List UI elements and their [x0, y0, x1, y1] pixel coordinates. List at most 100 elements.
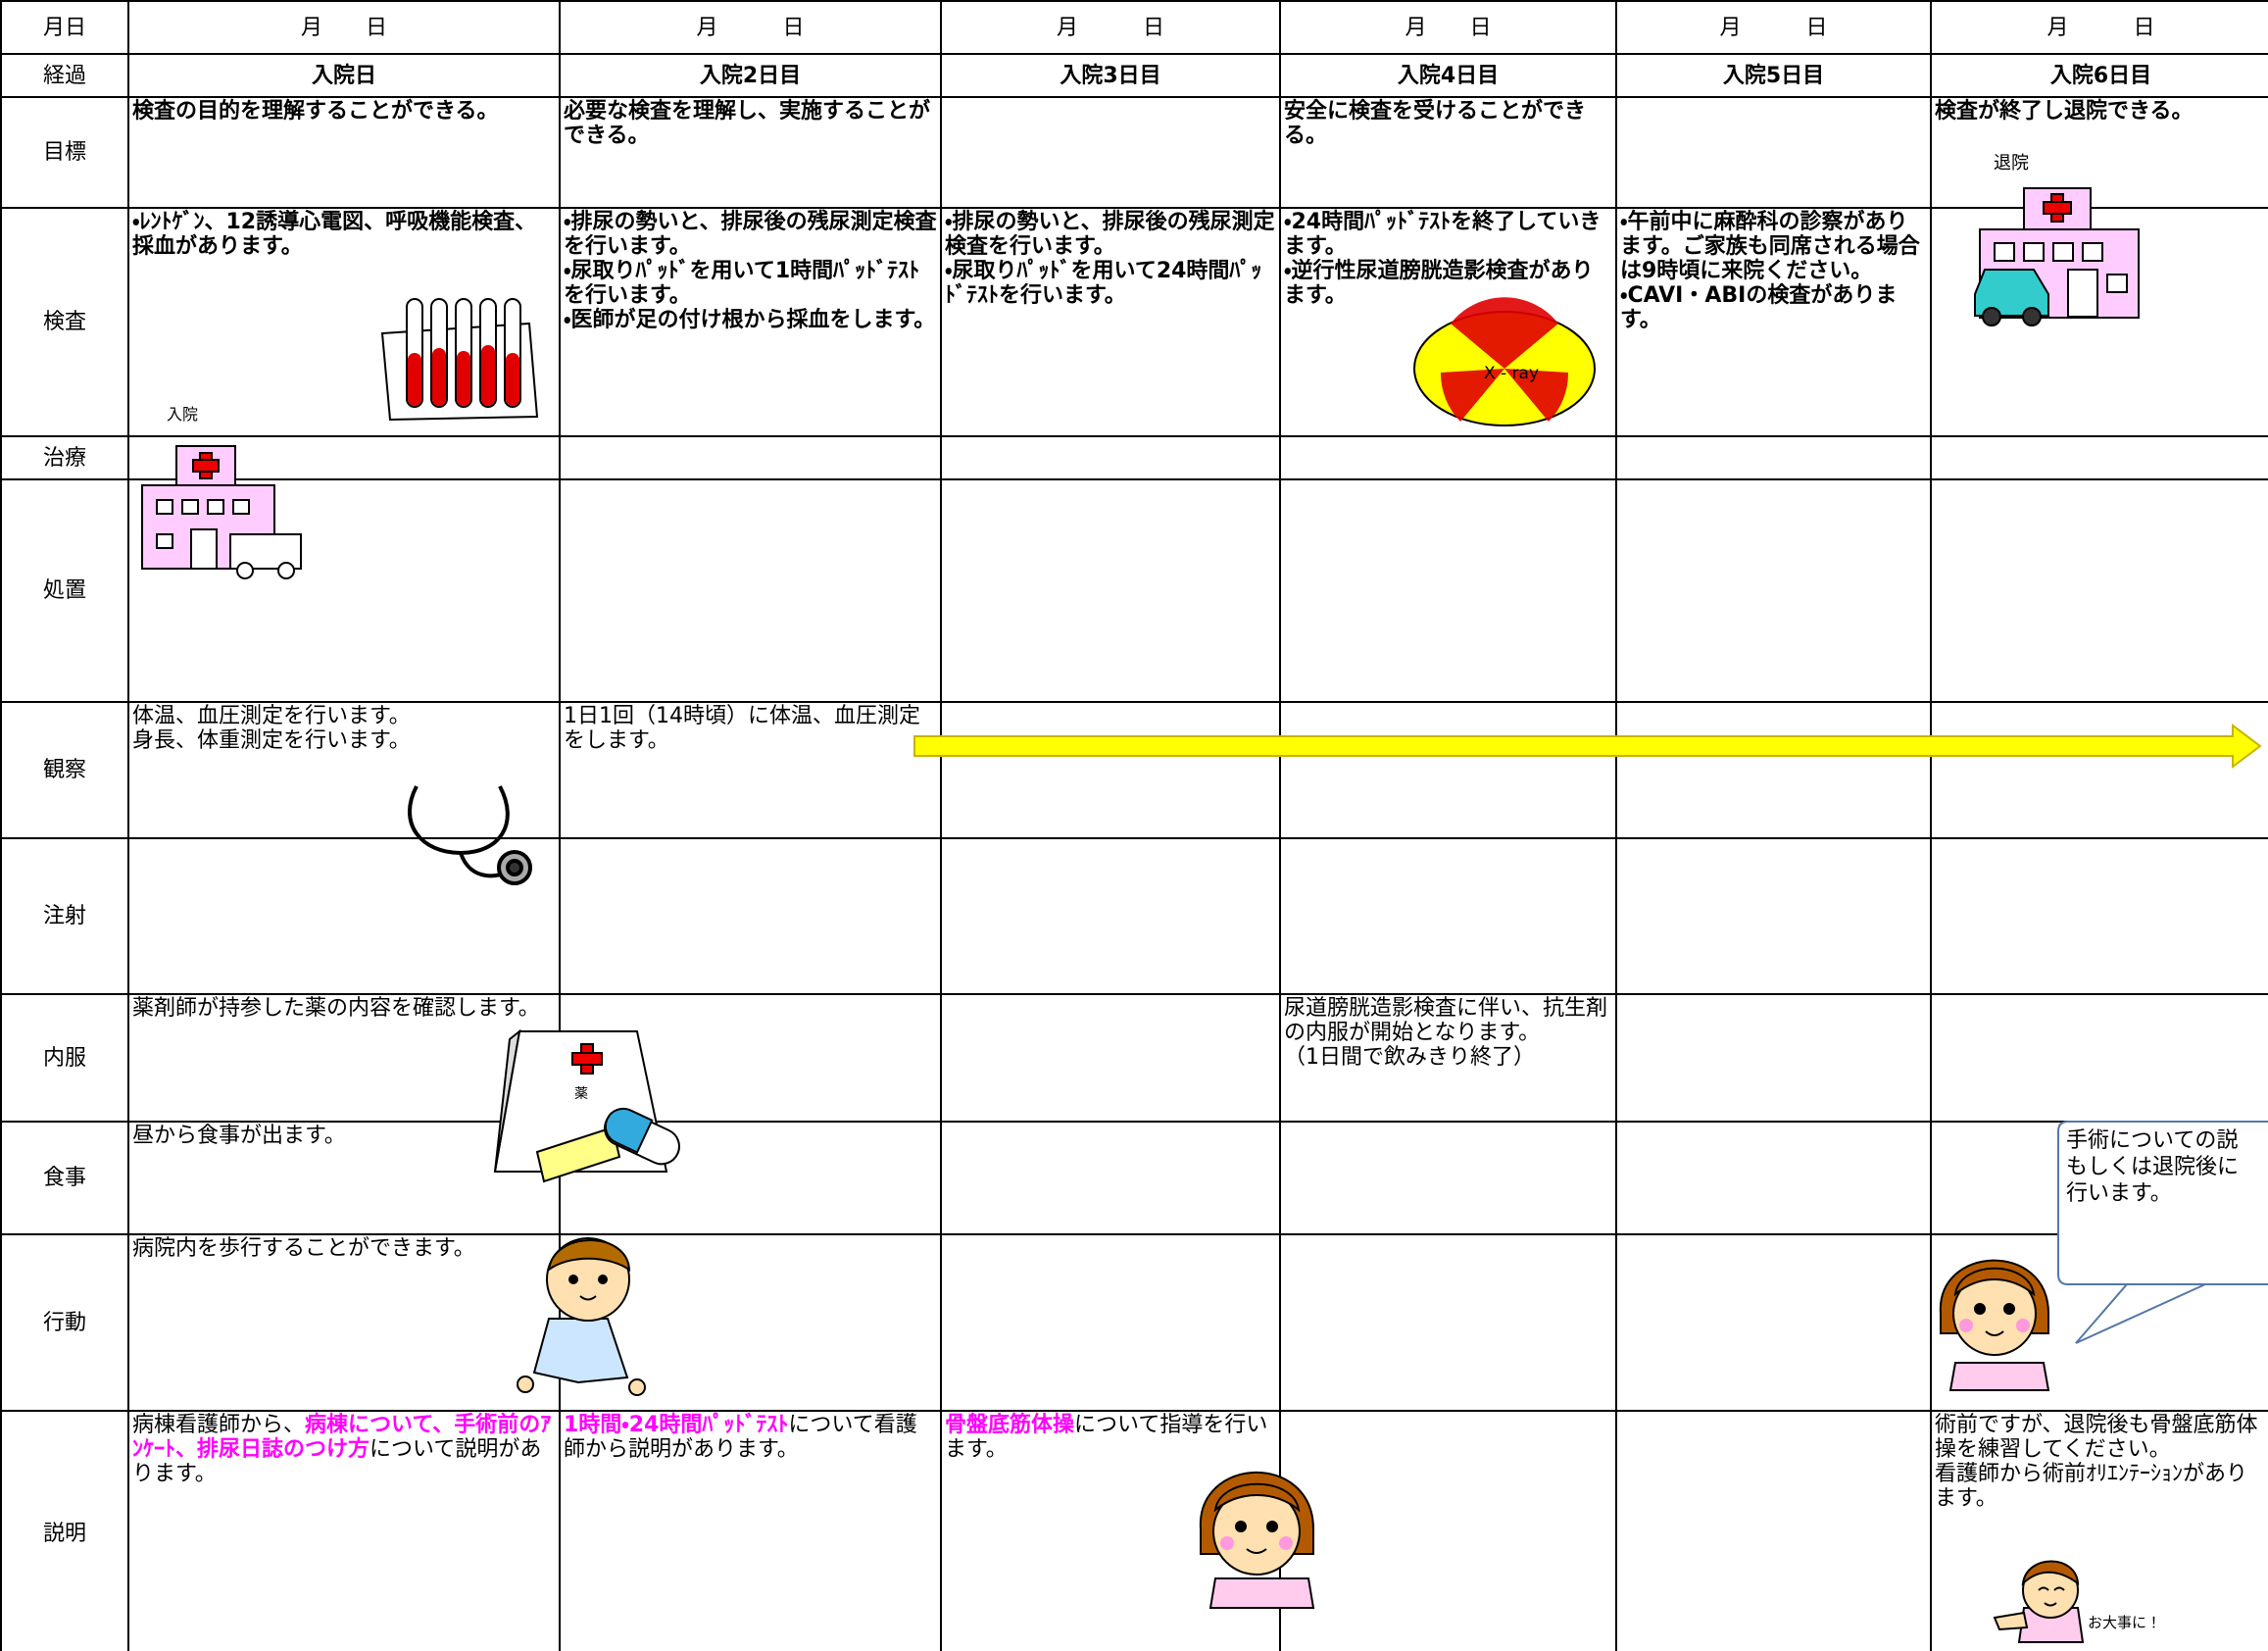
speech-text: 手術についての説 もしくは退院後に 行います。 [2066, 1128, 2240, 1206]
row-label: 食事 [0, 1121, 129, 1235]
cell-text: について看護師から説明があります。 [564, 1413, 917, 1462]
date-cell: 月 日 [559, 0, 942, 55]
empty-cell [559, 837, 942, 995]
empty-cell [1930, 478, 2268, 703]
cell: ・午前中に麻酔科の診察があります。ご家族も同席される場合は9時頃に来院ください。… [1615, 207, 1932, 437]
pathway-row: 治療 [0, 435, 2268, 480]
empty-cell [940, 96, 1281, 209]
cell: 必要な検査を理解し、実施することができる。 [559, 96, 942, 209]
empty-cell [1279, 701, 1617, 839]
date-cell: 月 日 [127, 0, 561, 55]
date-cell: 月 日 [1279, 0, 1617, 55]
cell: 骨盤底筋体操について指導を行います。 [940, 1410, 1281, 1651]
cell-text: 病棟について、手術前のｱﾝｹｰﾄ、排尿日誌のつけ方 [132, 1413, 552, 1462]
cell: ・24時間ﾊﾟｯﾄﾞﾃｽﾄを終了していきます。 ・逆行性尿道膀胱造影検査がありま… [1279, 207, 1617, 437]
cell: 術前ですが、退院後も骨盤底筋体操を練習してください。 看護師から術前ｵﾘｴﾝﾃｰ… [1930, 1410, 2268, 1651]
empty-cell [559, 478, 942, 703]
empty-cell [559, 993, 942, 1123]
pathway-row: 観察 体温、血圧測定を行います。 身長、体重測定を行います。 1日1回（14時頃）に… [0, 701, 2268, 839]
cell-text: 骨盤底筋体操 [945, 1413, 1075, 1437]
empty-cell [1930, 701, 2268, 839]
empty-cell [1615, 478, 1932, 703]
pathway-row: 食事 昼から食事が出ます。 [0, 1121, 2268, 1235]
empty-cell [1615, 1233, 1932, 1412]
pathway-row: 注射 [0, 837, 2268, 995]
cell: ・ﾚﾝﾄｹﾞﾝ、12誘導心電図、呼吸機能検査、採血があります。 [127, 207, 561, 437]
cell: ・排尿の勢いと、排尿後の残尿測定検査を行います。 ・尿取りﾊﾟｯﾄﾞを用いて1時… [559, 207, 942, 437]
pathway-row: 説明 病棟看護師から、病棟について、手術前のｱﾝｹｰﾄ、排尿日誌のつけ方について説… [0, 1410, 2268, 1651]
empty-cell [1930, 837, 2268, 995]
empty-cell [1279, 1121, 1617, 1235]
empty-cell [1615, 1410, 1932, 1651]
empty-cell [1615, 96, 1932, 209]
empty-cell [1615, 701, 1932, 839]
empty-cell [127, 837, 561, 995]
empty-cell [1615, 1121, 1932, 1235]
row-label: 内服 [0, 993, 129, 1123]
row-label: 観察 [0, 701, 129, 839]
pathway-row: 内服 薬剤師が持参した薬の内容を確認します。 尿道膀胱造影検査に伴い、抗生剤の内服が… [0, 993, 2268, 1123]
day-cell: 入院5日目 [1615, 53, 1932, 98]
empty-cell [559, 1121, 942, 1235]
cell-text: 1時間・24時間ﾊﾟｯﾄﾞﾃｽﾄ [564, 1413, 789, 1437]
empty-cell [127, 478, 561, 703]
empty-cell [940, 701, 1281, 839]
empty-cell [1615, 993, 1932, 1123]
row-label: 注射 [0, 837, 129, 995]
cell-text: について説明があります。 [132, 1437, 542, 1486]
empty-cell [940, 993, 1281, 1123]
empty-cell [940, 1121, 1281, 1235]
day-cell: 入院3日目 [940, 53, 1281, 98]
empty-cell [1615, 435, 1932, 480]
empty-cell [559, 1233, 942, 1412]
pathway-row: 行動 病院内を歩行することができます。 [0, 1233, 2268, 1412]
empty-cell [940, 478, 1281, 703]
cell: 病棟看護師から、病棟について、手術前のｱﾝｹｰﾄ、排尿日誌のつけ方について説明が… [127, 1410, 561, 1651]
day-cell: 入院2日目 [559, 53, 942, 98]
row-label: 説明 [0, 1410, 129, 1651]
pathway-row: 検査 ・ﾚﾝﾄｹﾞﾝ、12誘導心電図、呼吸機能検査、採血があります。 ・排尿の勢いと… [0, 207, 2268, 437]
empty-cell [1279, 478, 1617, 703]
row-label: 月日 [0, 0, 129, 55]
pathway-row: 目標 検査の目的を理解することができる。 必要な検査を理解し、実施することができる。… [0, 96, 2268, 209]
day-cell: 入院6日目 [1930, 53, 2268, 98]
cell: 検査の目的を理解することができる。 [127, 96, 561, 209]
empty-cell [1279, 1233, 1617, 1412]
cell: ・排尿の勢いと、排尿後の残尿測定検査を行います。 ・尿取りﾊﾟｯﾄﾞを用いて24… [940, 207, 1281, 437]
empty-cell [1930, 207, 2268, 437]
empty-cell [1279, 1410, 1617, 1651]
date-cell: 月 日 [1615, 0, 1932, 55]
row-label: 経過 [0, 53, 129, 98]
empty-cell [1930, 1233, 2268, 1412]
empty-cell [940, 435, 1281, 480]
row-label: 処置 [0, 478, 129, 703]
cell-text: 病棟看護師から、 [132, 1413, 306, 1437]
empty-cell [940, 837, 1281, 995]
empty-cell [1615, 837, 1932, 995]
cell: 病院内を歩行することができます。 [127, 1233, 561, 1412]
cell: 検査が終了し退院できる。 [1930, 96, 2268, 209]
empty-cell [1279, 837, 1617, 995]
empty-cell [1930, 993, 2268, 1123]
empty-cell [1930, 435, 2268, 480]
row-label: 治療 [0, 435, 129, 480]
cell: 薬剤師が持参した薬の内容を確認します。 [127, 993, 561, 1123]
empty-cell [940, 1233, 1281, 1412]
cell: 安全に検査を受けることができる。 [1279, 96, 1617, 209]
row-label: 検査 [0, 207, 129, 437]
cell-text: について指導を行います。 [945, 1413, 1268, 1462]
cell: 尿道膀胱造影検査に伴い、抗生剤の内服が開始となります。 （1日間で飲みきり終了） [1279, 993, 1617, 1123]
date-cell: 月 日 [1930, 0, 2268, 55]
cell: 体温、血圧測定を行います。 身長、体重測定を行います。 [127, 701, 561, 839]
row-label: 目標 [0, 96, 129, 209]
empty-cell [127, 435, 561, 480]
empty-cell [1279, 435, 1617, 480]
cell: 1日1回（14時頃）に体温、血圧測定をします。 [559, 701, 942, 839]
row-label: 行動 [0, 1233, 129, 1412]
empty-cell [559, 435, 942, 480]
date-row: 月日月 日月 日月 日月 日月 日月 日月 日 [0, 0, 2268, 55]
